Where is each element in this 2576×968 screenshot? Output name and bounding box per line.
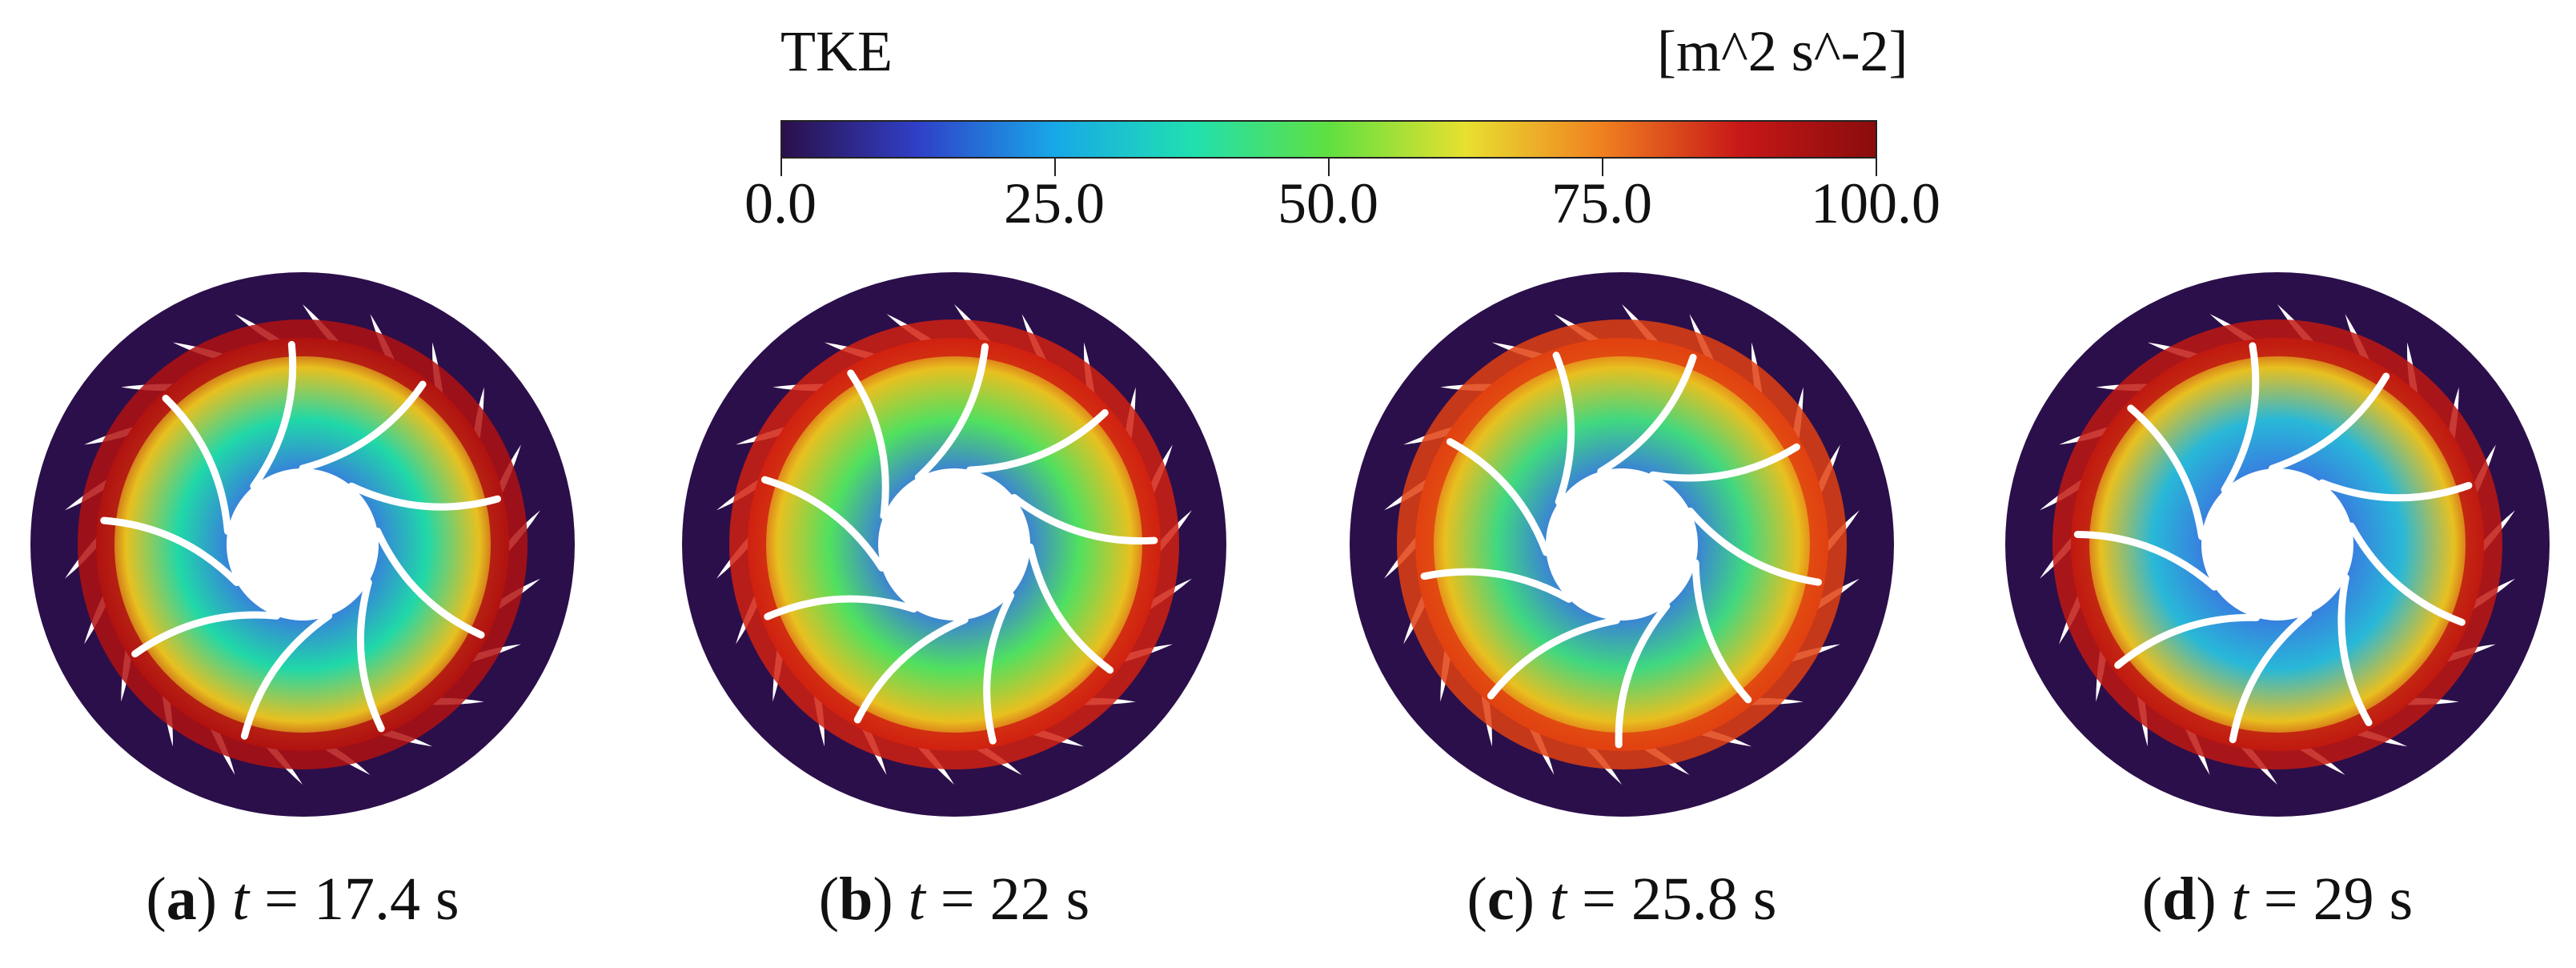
impeller-blade <box>2114 613 2261 669</box>
impeller-blade <box>760 476 886 572</box>
impeller-blade <box>1649 443 1800 482</box>
caption-time: = 29 s <box>2248 866 2413 933</box>
hub <box>227 468 379 621</box>
caption-time: = 17.4 s <box>249 866 459 933</box>
impeller-blade <box>966 409 1109 474</box>
colorbar-tick-label: 100.0 <box>1811 171 1940 235</box>
caption-time-var: t <box>232 866 250 933</box>
panel-a: (a) t = 17.4 s <box>22 264 583 953</box>
impeller-blade <box>983 592 1015 745</box>
impeller-blade <box>853 616 969 724</box>
caption-a: (a) t = 17.4 s <box>146 866 459 933</box>
tke-contour-a <box>30 272 575 817</box>
colorbar-gradient <box>780 120 1877 159</box>
impeller-blade <box>847 369 889 520</box>
impeller-blade <box>1597 353 1697 476</box>
impeller-blade <box>1487 617 1620 700</box>
impeller-blade <box>299 380 427 472</box>
impeller-blade <box>1691 559 1752 704</box>
impeller-blade <box>100 516 241 586</box>
colorbar-tick <box>1602 159 1603 176</box>
colorbar-tick <box>1876 159 1877 176</box>
impeller-blade <box>2347 522 2466 626</box>
colorbar-tick-label: 0.0 <box>744 171 817 235</box>
impeller-blade <box>2337 574 2373 726</box>
panel-b: (b) t = 22 s <box>674 264 1234 953</box>
impeller-blade <box>1010 494 1158 545</box>
caption-label: c <box>1487 866 1515 933</box>
impeller-blade <box>764 595 918 621</box>
impeller-blade <box>1686 507 1823 586</box>
colorbar-variable-label: TKE <box>780 19 893 83</box>
caption-label: a <box>166 866 197 933</box>
tke-contour-c <box>1350 272 1894 817</box>
colorbar-unit-label: [m^2 s^-2] <box>1657 19 1908 83</box>
hub <box>878 468 1030 621</box>
caption-time: = 25.8 s <box>1567 866 1777 933</box>
impeller-blade <box>356 579 385 733</box>
impeller-blade <box>131 611 281 658</box>
impeller-blade <box>1446 438 1551 556</box>
panel-d: (d) t = 29 s <box>1997 264 2558 953</box>
hub <box>1546 468 1698 621</box>
colorbar-tick <box>1328 159 1330 176</box>
impeller-blade <box>1420 568 1573 603</box>
caption-time-var: t <box>2231 866 2249 933</box>
colorbar-tick <box>1054 159 1056 176</box>
impeller-blade <box>2268 372 2390 472</box>
colorbar-tick <box>780 159 782 176</box>
colorbar-legend: TKE [m^2 s^-2] 0.0 25.0 50.0 75.0 100.0 <box>0 0 2576 240</box>
caption-time-var: t <box>1549 866 1567 933</box>
impeller-blade <box>2073 530 2218 591</box>
impeller-blade <box>1552 351 1575 506</box>
caption-d: (d) t = 29 s <box>2141 866 2413 933</box>
impeller-blade <box>2127 404 2206 540</box>
colorbar-tick-label: 25.0 <box>1004 171 1105 235</box>
impeller-blade <box>162 395 231 536</box>
impeller-blade <box>2221 342 2260 494</box>
colorbar-tick-label: 75.0 <box>1551 171 1652 235</box>
impeller-blade <box>1026 543 1114 674</box>
caption-label: d <box>2162 866 2197 933</box>
tke-contour-b <box>682 272 1226 817</box>
impeller-blade <box>240 612 332 740</box>
caption-c: (c) t = 25.8 s <box>1467 866 1777 933</box>
caption-label: b <box>839 866 873 933</box>
tke-contour-d <box>2005 272 2550 817</box>
hub <box>2201 468 2353 621</box>
impeller-blade <box>914 343 989 481</box>
caption-time-var: t <box>908 866 925 933</box>
colorbar-tick-label: 50.0 <box>1278 171 1378 235</box>
impeller-blade <box>2229 610 2313 744</box>
impeller-blade <box>374 528 485 639</box>
panel-c: (c) t = 25.8 s <box>1342 264 1902 953</box>
impeller-blade <box>1615 602 1671 749</box>
caption-b: (b) t = 22 s <box>818 866 1090 933</box>
impeller-blade <box>347 482 501 511</box>
impeller-blade <box>250 340 297 490</box>
impeller-blade <box>2318 479 2473 502</box>
caption-time: = 22 s <box>925 866 1090 933</box>
